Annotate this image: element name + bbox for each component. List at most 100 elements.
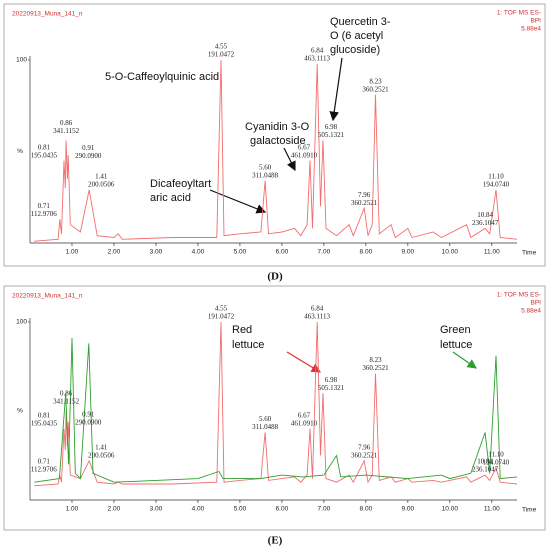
x-tick-label: 3.00 <box>150 249 163 256</box>
peak-mass: 461.0910 <box>291 151 318 159</box>
x-tick-label: 6.00 <box>276 506 289 513</box>
peak-mass: 463.1113 <box>304 313 330 321</box>
x-tick-label: 4.00 <box>192 249 205 256</box>
panel-frame <box>3 3 546 267</box>
panel-frame <box>3 285 546 531</box>
x-tick-label: 7.00 <box>318 506 331 513</box>
x-tick-label: 10.00 <box>442 249 459 256</box>
x-tick-label: 4.00 <box>192 506 205 513</box>
peak-time: 0.91 <box>82 410 95 418</box>
chart-title: 20220913_Muna_141_n <box>12 293 83 300</box>
annotation: Cyanidin 3-O galactoside <box>245 121 310 147</box>
peak-mass: 236.1047 <box>472 219 499 227</box>
peak-time: 0.81 <box>38 143 51 151</box>
header-info: 5.88e4 <box>521 308 541 315</box>
header-info: 5.88e4 <box>521 26 541 33</box>
annotation: Dicafeoyltart aric acid <box>150 178 211 204</box>
peak-time: 6.67 <box>298 411 311 419</box>
x-tick-label: 2.00 <box>108 506 121 513</box>
x-tick-label: 8.00 <box>360 506 373 513</box>
peak-mass: 112.9706 <box>31 466 57 474</box>
x-tick-label: 9.00 <box>402 506 415 513</box>
peak-time: 6.84 <box>311 305 324 313</box>
arrow <box>452 351 477 369</box>
peak-mass: 290.0900 <box>75 152 102 160</box>
x-tick-label: 1.00 <box>66 249 79 256</box>
x-tick-label: 3.00 <box>150 506 163 513</box>
x-tick-label: 11.00 <box>484 506 500 513</box>
peak-mass: 311.0488 <box>252 171 278 179</box>
peak-time: 8.23 <box>369 356 382 364</box>
peak-mass: 195.0435 <box>31 151 58 159</box>
peak-mass: 112.9706 <box>31 210 57 218</box>
peak-time: 0.81 <box>38 411 51 419</box>
header-info: 1: TOF MS ES- <box>497 10 541 17</box>
peak-mass: 360.2521 <box>351 199 378 207</box>
peak-mass: 290.0900 <box>75 418 102 426</box>
peak-time: 8.23 <box>369 77 382 85</box>
peak-mass: 341.1152 <box>53 398 79 406</box>
peak-mass: 505.1321 <box>318 384 345 392</box>
peak-time: 4.55 <box>215 43 228 51</box>
peak-time: 10.84 <box>477 211 493 219</box>
peak-time: 0.91 <box>82 144 95 152</box>
peak-mass: 463.1113 <box>304 54 330 62</box>
annotation: Red lettuce <box>232 324 264 351</box>
peak-time: 0.86 <box>60 390 73 398</box>
peak-time: 6.84 <box>311 46 324 54</box>
y-tick-label: 100 <box>16 319 27 326</box>
header-info: BPI <box>531 18 542 25</box>
peak-time: 11.10 <box>488 173 504 181</box>
arrow <box>283 147 296 172</box>
chart-title: 20220913_Muna_141_n <box>12 11 83 18</box>
x-tick-label: 2.00 <box>108 249 121 256</box>
peak-mass: 195.0435 <box>31 419 58 427</box>
peak-mass: 360.2521 <box>362 364 389 372</box>
peak-time: 6.98 <box>325 376 338 384</box>
peak-mass: 194.0740 <box>483 459 510 467</box>
header-info: BPI <box>531 300 542 307</box>
peak-time: 1.41 <box>95 443 108 451</box>
y-axis-label: % <box>17 148 23 155</box>
x-axis-label: Time <box>522 507 537 514</box>
peak-mass: 236.1047 <box>472 466 499 474</box>
peak-time: 5.60 <box>259 163 272 171</box>
peak-mass: 311.0488 <box>252 423 278 431</box>
peak-mass: 194.0740 <box>483 181 510 189</box>
peak-time: 6.67 <box>298 143 311 151</box>
peak-mass: 200.0506 <box>88 181 115 189</box>
peak-mass: 461.0910 <box>291 419 318 427</box>
y-tick-label: 100 <box>16 57 27 64</box>
arrow <box>209 189 267 214</box>
peak-time: 0.71 <box>38 458 51 466</box>
peak-mass: 191.0472 <box>208 313 235 321</box>
peak-mass: 360.2521 <box>351 451 378 459</box>
trace <box>34 337 518 483</box>
arrow <box>286 351 322 373</box>
peak-time: 6.98 <box>325 123 338 131</box>
peak-mass: 341.1152 <box>53 127 79 135</box>
peak-time: 0.71 <box>38 202 51 210</box>
x-axis-label: Time <box>522 250 537 257</box>
y-axis-label: % <box>17 408 23 415</box>
annotation: Quercetin 3-O (6 acetyl glucoside) <box>330 16 391 56</box>
peak-mass: 191.0472 <box>208 51 235 59</box>
x-tick-label: 7.00 <box>318 249 331 256</box>
arrow <box>329 57 343 122</box>
peak-mass: 200.0506 <box>88 451 115 459</box>
x-tick-label: 5.00 <box>234 249 247 256</box>
peak-time: 7.96 <box>358 191 371 199</box>
peak-time: 1.41 <box>95 173 108 181</box>
panel-label: (E) <box>268 535 283 547</box>
panel-label: (D) <box>267 271 283 283</box>
annotation: Green lettuce <box>440 324 472 351</box>
annotation: 5-O-Caffeoylquinic acid <box>105 71 219 83</box>
x-tick-label: 9.00 <box>402 249 415 256</box>
peak-time: 10.84 <box>477 458 493 466</box>
header-info: 1: TOF MS ES- <box>497 292 541 299</box>
peak-time: 11.10 <box>488 451 504 459</box>
x-tick-label: 11.00 <box>484 249 500 256</box>
trace <box>34 59 518 242</box>
x-tick-label: 1.00 <box>66 506 79 513</box>
